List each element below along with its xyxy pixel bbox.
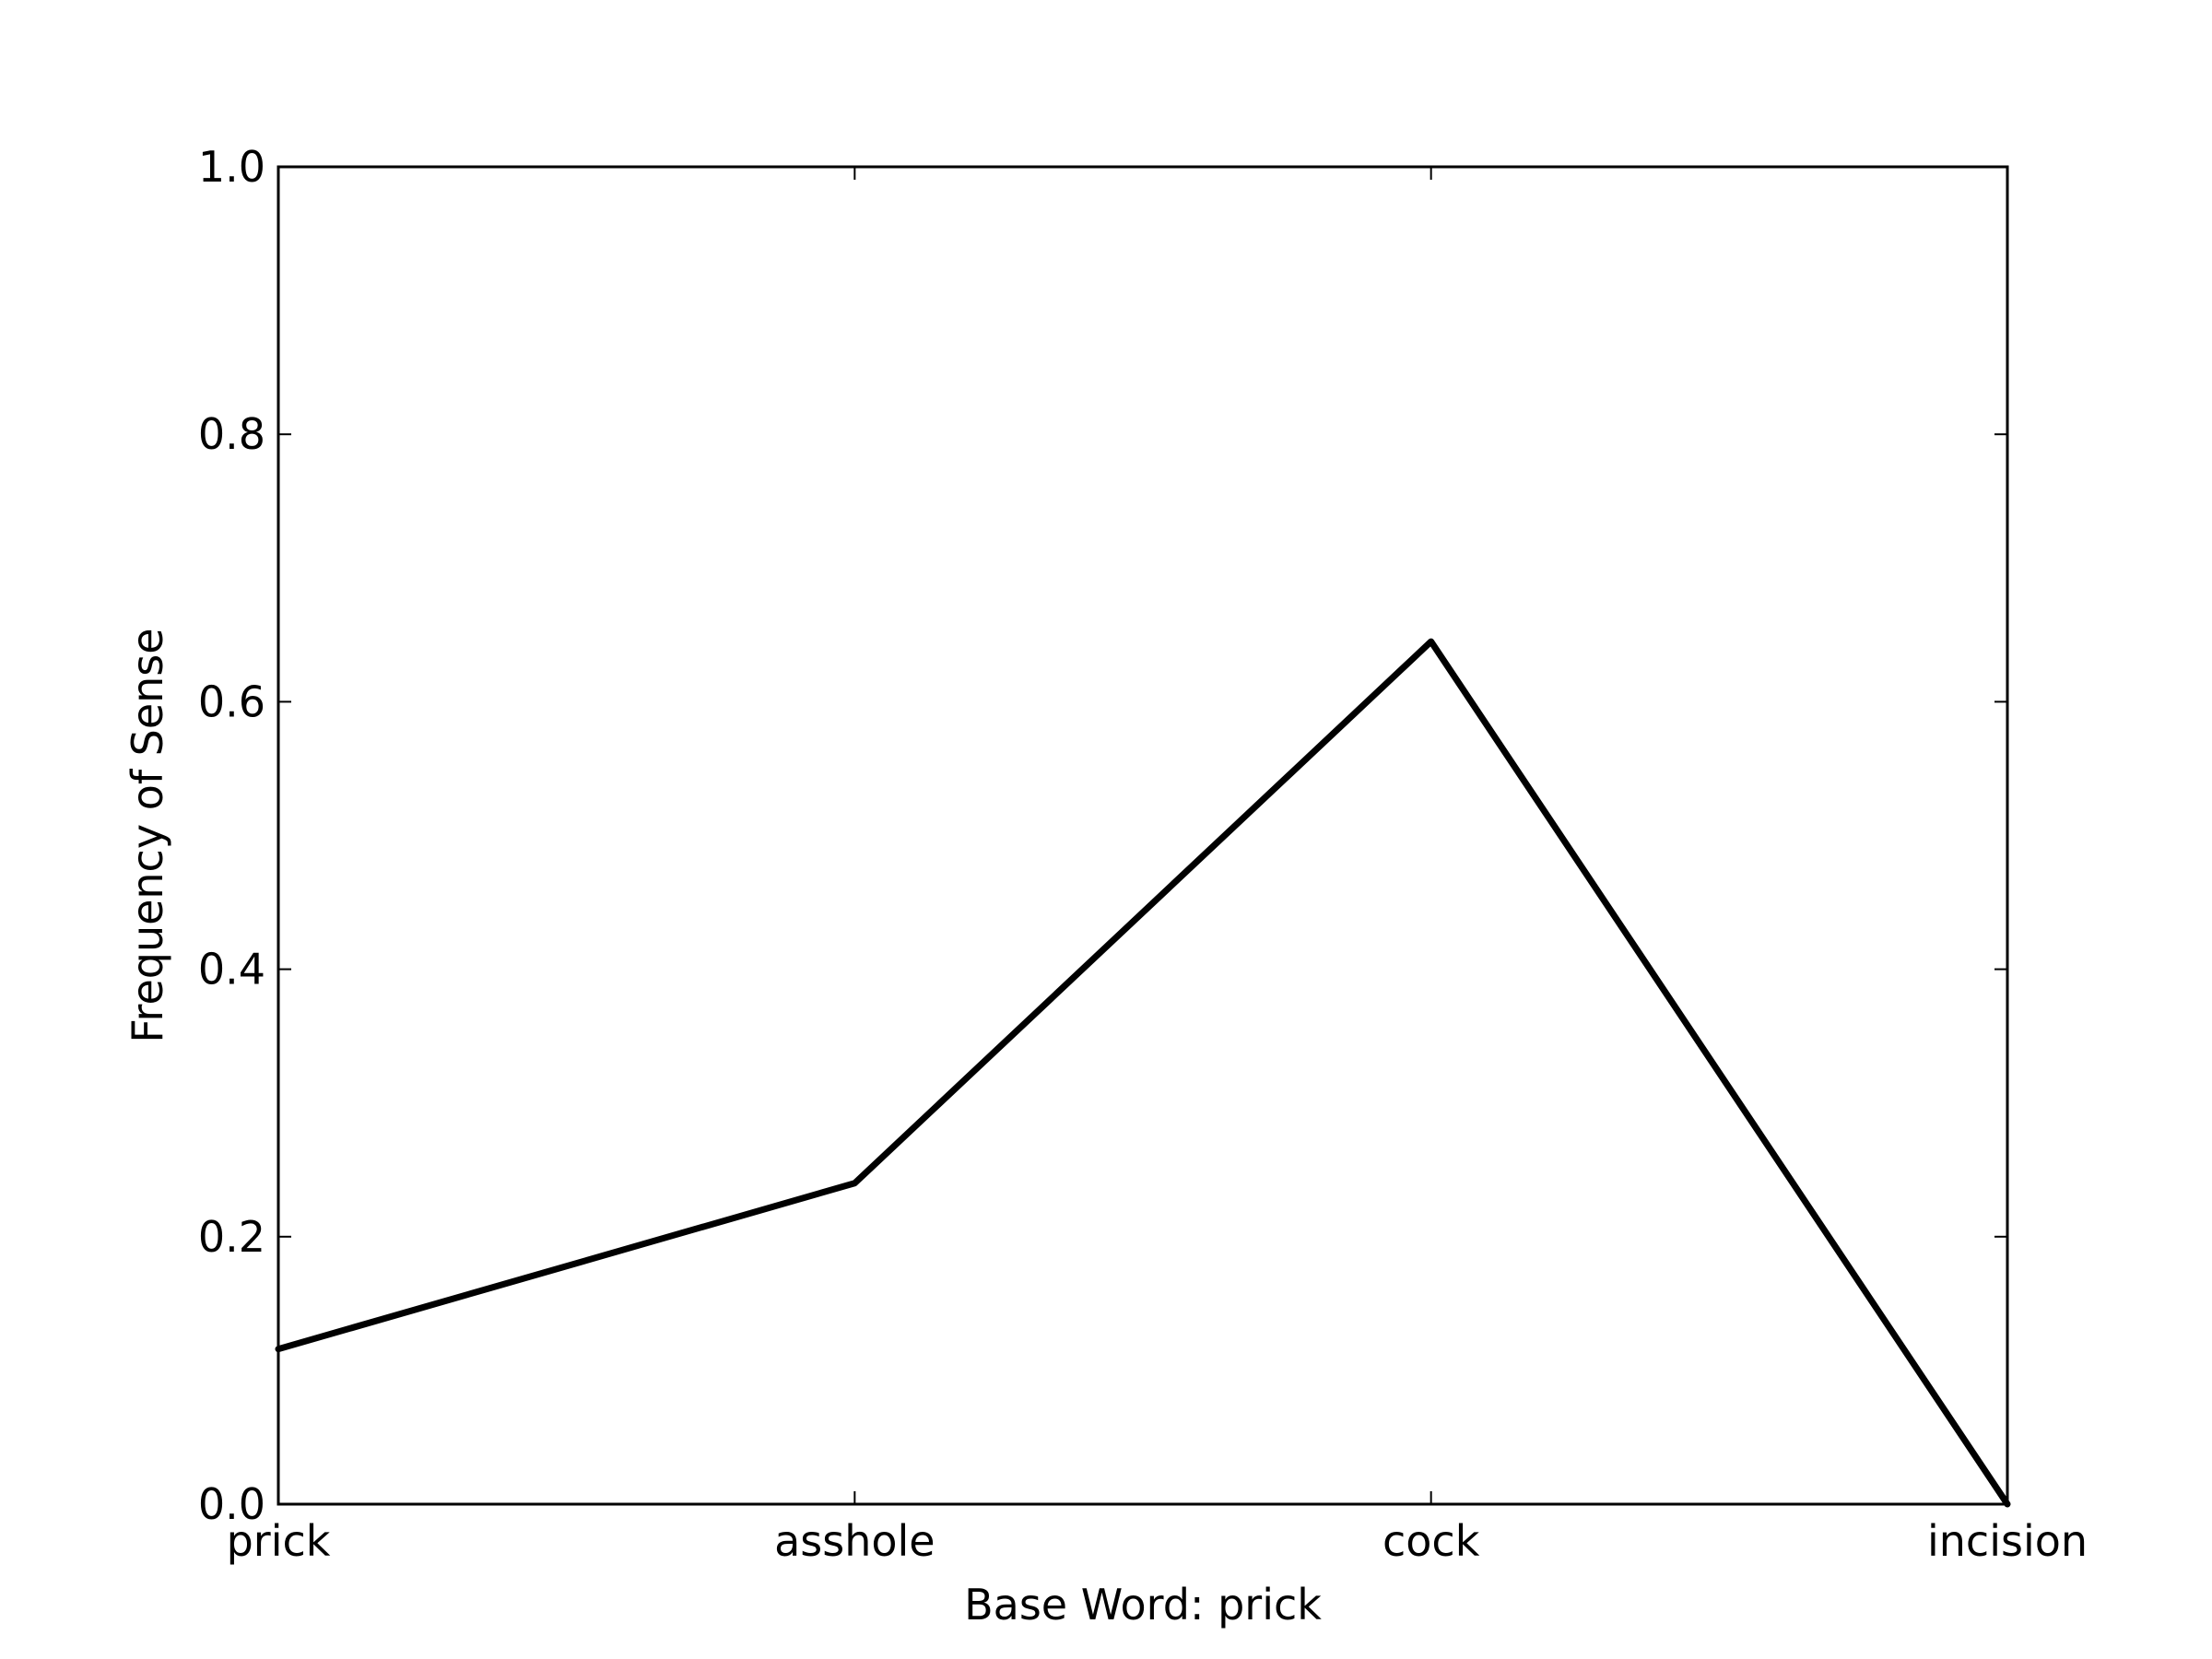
ytick-label: 0.6 bbox=[198, 677, 265, 726]
ytick-label: 0.4 bbox=[198, 945, 265, 994]
ytick-label: 1.0 bbox=[198, 142, 265, 192]
ytick-label: 0.2 bbox=[198, 1212, 265, 1262]
series-line bbox=[275, 638, 2011, 1508]
xtick-label: incision bbox=[1927, 1516, 2088, 1566]
xtick-label: asshole bbox=[774, 1516, 935, 1566]
xtick-label: prick bbox=[227, 1516, 331, 1566]
ytick-label: 0.8 bbox=[198, 409, 265, 459]
x-axis-label: Base Word: prick bbox=[964, 1580, 1322, 1630]
plot-area-frame bbox=[276, 165, 2009, 1506]
y-axis-label: Frequency of Sense bbox=[123, 628, 172, 1042]
xtick-label: cock bbox=[1382, 1516, 1480, 1566]
ytick-label: 0.0 bbox=[198, 1479, 265, 1529]
x-tick-labels: prick asshole cock incision bbox=[227, 1516, 2088, 1566]
y-tick-labels: 0.0 0.2 0.4 0.6 0.8 1.0 bbox=[198, 142, 265, 1529]
